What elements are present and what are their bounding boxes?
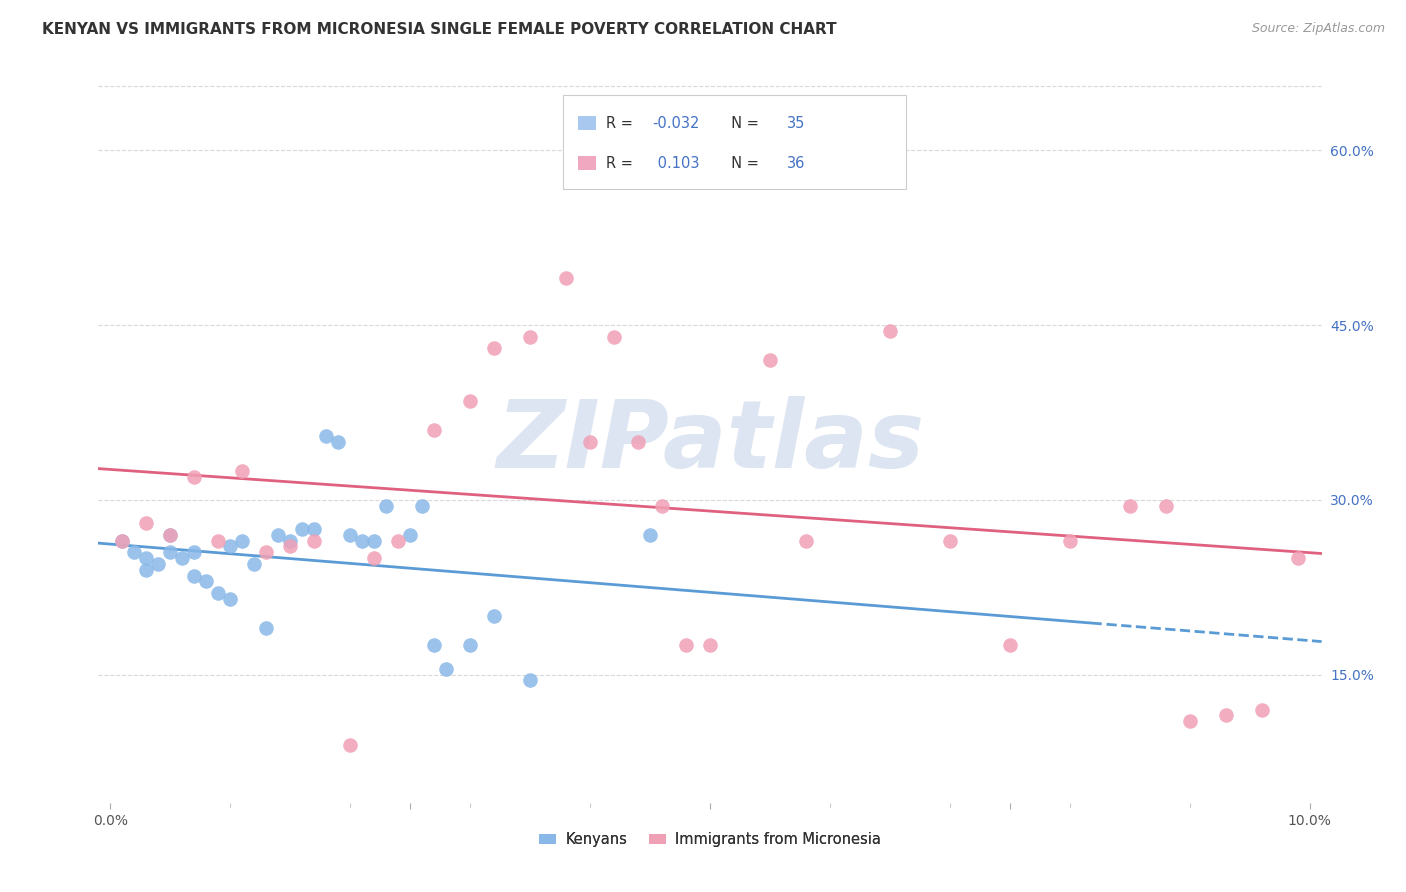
Point bbox=[328, 434, 350, 449]
Point bbox=[207, 533, 229, 548]
Text: N =: N = bbox=[723, 116, 763, 131]
Point bbox=[519, 673, 541, 688]
Point bbox=[304, 533, 326, 548]
Point bbox=[387, 533, 409, 548]
Point bbox=[675, 639, 697, 653]
Point bbox=[818, 167, 841, 181]
Point bbox=[339, 528, 361, 542]
Point bbox=[254, 621, 277, 635]
Point bbox=[759, 353, 782, 368]
Point bbox=[135, 551, 157, 566]
Point bbox=[363, 551, 385, 566]
Point bbox=[1119, 499, 1142, 513]
Point bbox=[1215, 708, 1237, 723]
Point bbox=[111, 533, 134, 548]
Point bbox=[879, 324, 901, 338]
Point bbox=[278, 540, 301, 554]
Point bbox=[254, 545, 277, 559]
Text: 35: 35 bbox=[787, 116, 806, 131]
Text: R =: R = bbox=[606, 156, 637, 171]
Point bbox=[939, 533, 962, 548]
Point bbox=[231, 533, 253, 548]
Point bbox=[603, 329, 626, 343]
Point bbox=[555, 271, 578, 285]
Point bbox=[291, 522, 314, 536]
Point bbox=[111, 533, 134, 548]
Text: -0.032: -0.032 bbox=[652, 116, 700, 131]
Point bbox=[183, 469, 205, 483]
Point bbox=[794, 533, 817, 548]
Point bbox=[651, 499, 673, 513]
Point bbox=[1154, 499, 1177, 513]
Point bbox=[363, 533, 385, 548]
Point bbox=[172, 551, 194, 566]
Text: R =: R = bbox=[606, 116, 637, 131]
Point bbox=[627, 434, 650, 449]
Point bbox=[135, 516, 157, 530]
Point bbox=[638, 528, 661, 542]
Point bbox=[159, 528, 181, 542]
Point bbox=[195, 574, 218, 589]
Point bbox=[159, 545, 181, 559]
Point bbox=[423, 639, 446, 653]
Point bbox=[423, 423, 446, 437]
Point bbox=[339, 738, 361, 752]
Point bbox=[998, 639, 1021, 653]
Point bbox=[458, 393, 481, 408]
FancyBboxPatch shape bbox=[578, 156, 596, 170]
Point bbox=[183, 568, 205, 582]
Point bbox=[124, 545, 146, 559]
Point bbox=[315, 428, 337, 442]
Point bbox=[135, 563, 157, 577]
Point bbox=[579, 434, 602, 449]
Point bbox=[219, 591, 242, 606]
Text: N =: N = bbox=[723, 156, 763, 171]
Point bbox=[159, 528, 181, 542]
FancyBboxPatch shape bbox=[578, 116, 596, 130]
Point bbox=[482, 341, 505, 355]
Point bbox=[434, 662, 457, 676]
Legend: Kenyans, Immigrants from Micronesia: Kenyans, Immigrants from Micronesia bbox=[533, 827, 887, 854]
Point bbox=[183, 545, 205, 559]
Point bbox=[148, 557, 170, 571]
Point bbox=[1059, 533, 1081, 548]
FancyBboxPatch shape bbox=[564, 95, 905, 189]
Text: Source: ZipAtlas.com: Source: ZipAtlas.com bbox=[1251, 22, 1385, 36]
Point bbox=[352, 533, 374, 548]
Point bbox=[1250, 702, 1272, 716]
Point bbox=[411, 499, 433, 513]
Point bbox=[304, 522, 326, 536]
Point bbox=[207, 586, 229, 600]
Point bbox=[1178, 714, 1201, 729]
Point bbox=[482, 609, 505, 624]
Point bbox=[219, 540, 242, 554]
Text: KENYAN VS IMMIGRANTS FROM MICRONESIA SINGLE FEMALE POVERTY CORRELATION CHART: KENYAN VS IMMIGRANTS FROM MICRONESIA SIN… bbox=[42, 22, 837, 37]
Text: ZIPatlas: ZIPatlas bbox=[496, 395, 924, 488]
Point bbox=[231, 464, 253, 478]
Point bbox=[267, 528, 290, 542]
Point bbox=[699, 639, 721, 653]
Text: 36: 36 bbox=[787, 156, 806, 171]
Point bbox=[458, 639, 481, 653]
Point bbox=[519, 329, 541, 343]
Text: 0.103: 0.103 bbox=[652, 156, 699, 171]
Point bbox=[399, 528, 422, 542]
Point bbox=[1286, 551, 1309, 566]
Point bbox=[375, 499, 398, 513]
Point bbox=[243, 557, 266, 571]
Point bbox=[278, 533, 301, 548]
